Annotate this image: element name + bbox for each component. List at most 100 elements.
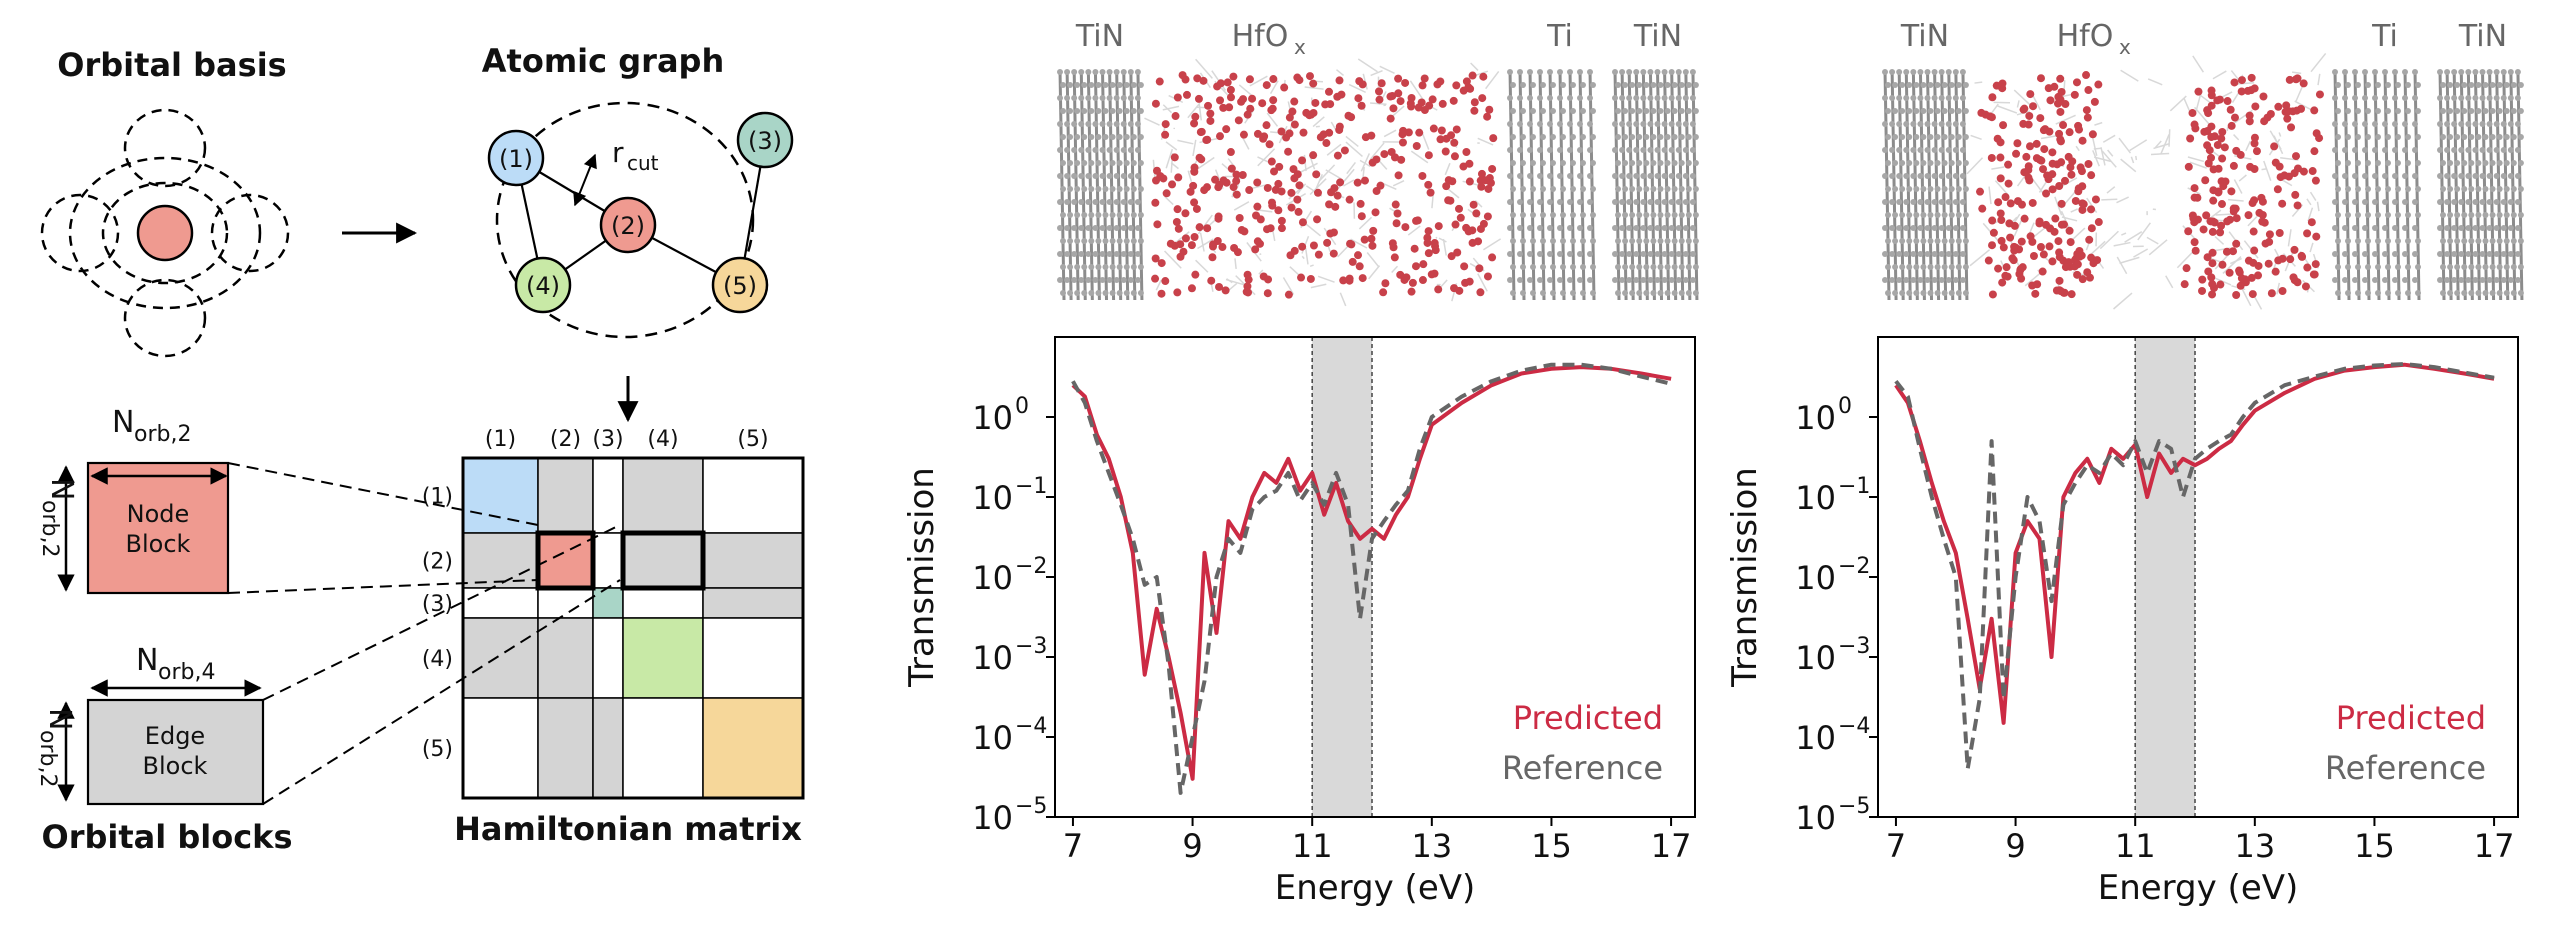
- lattice-atom: [2415, 212, 2421, 218]
- bond: [1195, 58, 1213, 79]
- lattice-atom: [1517, 225, 1523, 231]
- lattice-line: [1883, 69, 1891, 301]
- lattice-atom: [1952, 251, 1959, 257]
- lattice-atom: [2461, 186, 2468, 192]
- lattice-atom: [2486, 147, 2493, 153]
- oxygen-atom: [1464, 227, 1473, 236]
- lattice-atom: [1938, 225, 1945, 231]
- lattice-atom: [1590, 264, 1596, 270]
- lattice-atom: [1130, 290, 1137, 296]
- legend-predicted: Predicted: [2336, 699, 2486, 737]
- bond: [2113, 292, 2133, 310]
- lattice-atom: [1507, 147, 1513, 153]
- bond: [1379, 65, 1395, 74]
- lattice-atom: [1113, 121, 1120, 127]
- oxygen-atom: [1984, 256, 1993, 265]
- x-tick-label: 13: [1411, 827, 1452, 865]
- lattice-atom: [1123, 82, 1130, 88]
- bond: [1296, 184, 1306, 195]
- lattice-atom: [1650, 264, 1657, 270]
- lattice-atom: [1913, 238, 1920, 244]
- matrix-block: [592, 532, 624, 589]
- lattice-atom: [1682, 277, 1689, 283]
- oxygen-atom: [2084, 159, 2093, 168]
- oxygen-atom: [2201, 176, 2210, 185]
- oxygen-atom: [1203, 135, 1212, 144]
- lattice-atom: [2500, 251, 2507, 257]
- lattice-atom: [1550, 108, 1556, 114]
- lattice-atom: [2342, 95, 2348, 101]
- oxygen-atom: [2082, 106, 2091, 115]
- lattice-atom: [1622, 290, 1629, 296]
- lattice-atom: [1948, 212, 1955, 218]
- x-tick-label: 7: [1886, 827, 1906, 865]
- lattice-atom: [1088, 290, 1095, 296]
- oxygen-atom: [1424, 180, 1433, 189]
- orbital-basis-atom: [136, 204, 194, 262]
- lattice-atom: [1945, 95, 1952, 101]
- lattice-atom: [1507, 69, 1513, 75]
- series-predicted: [1071, 365, 1672, 781]
- oxygen-atom: [2208, 259, 2217, 268]
- lattice-atom: [2514, 173, 2521, 179]
- lattice-atom: [1931, 225, 1938, 231]
- oxygen-atom: [1216, 96, 1225, 105]
- lattice-atom: [1657, 82, 1664, 88]
- lattice-atom: [2365, 82, 2371, 88]
- lattice-atom: [2415, 238, 2421, 244]
- lattice-atom: [1570, 186, 1576, 192]
- lattice-atom: [1580, 160, 1586, 166]
- lattice-atom: [1682, 95, 1689, 101]
- lattice-atom: [1633, 69, 1640, 75]
- oxygen-atom: [1358, 80, 1367, 89]
- bond: [2116, 196, 2129, 204]
- lattice-atom: [1668, 251, 1675, 257]
- oxygen-atom: [2091, 195, 2100, 204]
- oxygen-atom: [1394, 74, 1403, 83]
- lattice-line: [1656, 69, 1663, 301]
- norb2-side-main: N: [44, 478, 79, 500]
- lattice-atom: [1948, 186, 1955, 192]
- oxygen-atom: [1472, 209, 1481, 218]
- lattice-atom: [1927, 212, 1934, 218]
- lattice-atom: [1123, 134, 1130, 140]
- oxygen-atom: [2087, 205, 2096, 214]
- lattice-atom: [1689, 277, 1696, 283]
- oxygen-atom: [2217, 221, 2226, 230]
- bond: [2146, 236, 2159, 245]
- oxygen-atom: [1325, 200, 1334, 209]
- lattice-atom: [2375, 160, 2381, 166]
- y-tick-exp: −2: [1838, 554, 1870, 579]
- lattice-atom: [2458, 251, 2465, 257]
- lattice-atom: [2392, 277, 2398, 283]
- lattice-atom: [1692, 264, 1699, 270]
- lattice-atom: [2500, 225, 2507, 231]
- lattice-atom: [1661, 251, 1668, 257]
- lattice-atom: [1071, 69, 1078, 75]
- oxygen-atom: [1355, 262, 1364, 271]
- lattice-atom: [1587, 225, 1593, 231]
- lattice-atom: [1102, 160, 1109, 166]
- lattice-atom: [2372, 69, 2378, 75]
- matrix-row-label: (2): [422, 550, 453, 575]
- lattice-atom: [1078, 173, 1085, 179]
- oxygen-atom: [2250, 246, 2259, 255]
- bond: [2070, 208, 2078, 213]
- oxygen-atom: [2227, 121, 2236, 130]
- lattice-atom: [1560, 108, 1566, 114]
- lattice-line: [1684, 69, 1692, 301]
- lattice-atom: [2510, 108, 2517, 114]
- lattice-atom: [1102, 82, 1109, 88]
- lattice-atom: [2392, 95, 2398, 101]
- oxygen-atom: [2084, 86, 2093, 95]
- lattice-atom: [1962, 108, 1969, 114]
- oxygen-atom: [1162, 189, 1171, 198]
- lattice-atom: [2454, 134, 2461, 140]
- lattice-atom: [1074, 212, 1081, 218]
- lattice-atom: [1088, 212, 1095, 218]
- bond: [2090, 240, 2106, 255]
- lattice-atom: [1057, 121, 1063, 127]
- matrix-block: [537, 587, 594, 619]
- oxygen-atom: [1277, 224, 1286, 233]
- oxygen-atom: [2038, 267, 2047, 276]
